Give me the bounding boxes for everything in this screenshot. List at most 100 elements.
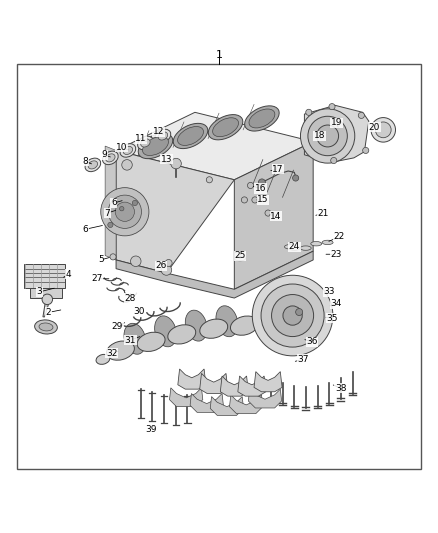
Circle shape <box>371 118 396 142</box>
Ellipse shape <box>208 115 243 140</box>
Polygon shape <box>30 287 62 298</box>
Polygon shape <box>116 251 313 298</box>
Ellipse shape <box>85 158 101 172</box>
Polygon shape <box>116 150 234 273</box>
Text: 18: 18 <box>314 132 325 141</box>
Text: 12: 12 <box>153 127 164 136</box>
Circle shape <box>308 116 347 156</box>
Circle shape <box>258 179 265 186</box>
Polygon shape <box>234 142 313 289</box>
Text: 14: 14 <box>270 212 282 221</box>
Ellipse shape <box>138 133 173 159</box>
Circle shape <box>283 306 302 325</box>
Ellipse shape <box>124 324 146 354</box>
Circle shape <box>331 157 337 164</box>
Text: 2: 2 <box>46 308 51 317</box>
Text: 21: 21 <box>318 208 329 217</box>
Polygon shape <box>238 376 266 396</box>
Circle shape <box>293 175 299 181</box>
Polygon shape <box>200 374 228 393</box>
Circle shape <box>115 202 134 221</box>
Ellipse shape <box>155 129 171 143</box>
Ellipse shape <box>120 144 136 157</box>
Ellipse shape <box>155 316 177 347</box>
Text: 22: 22 <box>334 232 345 241</box>
Polygon shape <box>24 264 65 287</box>
Circle shape <box>120 206 124 211</box>
Circle shape <box>165 260 172 266</box>
Text: 27: 27 <box>92 274 103 283</box>
Ellipse shape <box>102 151 118 165</box>
Ellipse shape <box>212 118 239 136</box>
Text: 11: 11 <box>135 134 147 143</box>
Polygon shape <box>304 106 369 162</box>
Ellipse shape <box>177 126 204 146</box>
Text: 17: 17 <box>272 165 284 174</box>
Text: 30: 30 <box>134 306 145 316</box>
Polygon shape <box>178 369 206 389</box>
Ellipse shape <box>168 325 196 344</box>
Ellipse shape <box>300 246 311 251</box>
Polygon shape <box>254 372 282 392</box>
Ellipse shape <box>141 139 150 147</box>
Text: 33: 33 <box>324 287 335 296</box>
Circle shape <box>252 197 258 203</box>
Text: 26: 26 <box>155 261 167 270</box>
Text: 20: 20 <box>369 123 380 132</box>
Text: 3: 3 <box>36 287 42 296</box>
Text: 25: 25 <box>234 251 246 260</box>
Ellipse shape <box>96 354 110 365</box>
Text: 6: 6 <box>111 198 117 207</box>
Text: 39: 39 <box>145 425 157 434</box>
Text: 23: 23 <box>331 250 342 259</box>
Text: 10: 10 <box>116 143 127 152</box>
Polygon shape <box>105 146 116 260</box>
Circle shape <box>375 122 391 138</box>
Polygon shape <box>190 393 223 413</box>
Text: 8: 8 <box>82 157 88 166</box>
Circle shape <box>329 103 335 110</box>
Ellipse shape <box>245 106 279 131</box>
Circle shape <box>132 200 138 206</box>
Ellipse shape <box>285 245 296 249</box>
Ellipse shape <box>200 319 228 338</box>
Text: 7: 7 <box>104 208 110 217</box>
Ellipse shape <box>230 316 258 335</box>
Circle shape <box>108 195 141 229</box>
Ellipse shape <box>289 246 300 251</box>
Text: 5: 5 <box>98 255 104 264</box>
Circle shape <box>272 295 314 336</box>
Ellipse shape <box>322 240 333 245</box>
Ellipse shape <box>123 147 133 155</box>
Circle shape <box>358 112 364 118</box>
Ellipse shape <box>88 161 98 169</box>
Text: 28: 28 <box>125 294 136 303</box>
Circle shape <box>317 125 339 147</box>
Ellipse shape <box>235 256 245 261</box>
Text: 16: 16 <box>255 184 266 193</box>
Ellipse shape <box>106 154 115 162</box>
Circle shape <box>296 309 303 316</box>
Polygon shape <box>220 376 248 396</box>
Circle shape <box>300 109 355 163</box>
Text: 37: 37 <box>297 355 309 364</box>
Circle shape <box>171 158 181 169</box>
Text: 31: 31 <box>125 336 136 344</box>
Polygon shape <box>230 395 263 414</box>
Text: 13: 13 <box>161 155 172 164</box>
Text: 36: 36 <box>306 337 318 346</box>
Text: 24: 24 <box>289 243 300 251</box>
Ellipse shape <box>138 136 153 150</box>
Circle shape <box>108 222 113 228</box>
Circle shape <box>131 256 141 266</box>
Circle shape <box>161 265 172 275</box>
Ellipse shape <box>216 306 238 337</box>
Circle shape <box>252 275 333 356</box>
Circle shape <box>247 182 254 189</box>
Ellipse shape <box>249 109 275 128</box>
Polygon shape <box>210 397 244 415</box>
Text: 9: 9 <box>101 150 107 159</box>
Text: 38: 38 <box>335 384 346 393</box>
Circle shape <box>265 210 271 216</box>
Text: 1: 1 <box>215 50 223 60</box>
